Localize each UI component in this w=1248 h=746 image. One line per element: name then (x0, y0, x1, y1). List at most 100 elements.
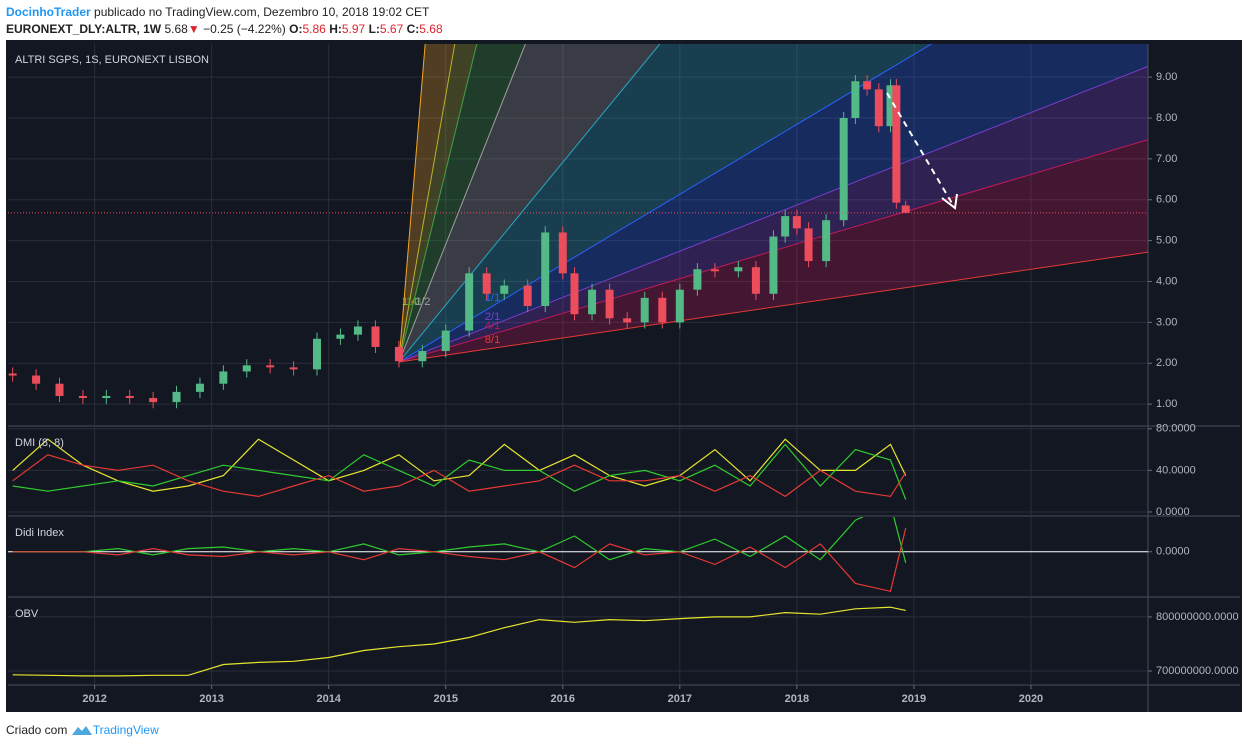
candle-body (371, 326, 380, 347)
candle-body (658, 297, 667, 323)
fan-label: 1/2 (415, 296, 430, 308)
y-tick-label: 1.00 (1156, 398, 1177, 410)
y-tick-label: 700000000.0000 (1156, 665, 1239, 677)
fan-line (398, 251, 1148, 363)
series-line (12, 454, 907, 498)
footer-text: Criado com (6, 723, 68, 737)
y-tick-label: 9.00 (1156, 71, 1177, 83)
candle-body (242, 365, 251, 372)
l-value: 5.67 (379, 22, 404, 36)
candle-body (640, 297, 649, 323)
projection-head (941, 193, 958, 210)
candle-body (675, 289, 684, 323)
fan-line (398, 44, 661, 363)
candle-body (886, 85, 895, 127)
y-tick-label: 5.00 (1156, 235, 1177, 247)
x-tick-label: 2014 (316, 693, 341, 705)
candle-body (32, 375, 41, 384)
symbol-line: EURONEXT_DLY:ALTR, 1W 5.68▼ −0.25 (−4.22… (6, 22, 443, 36)
candle-body (102, 395, 111, 399)
candle-body (482, 273, 491, 294)
fan-line (398, 44, 526, 363)
candle-body (892, 85, 901, 203)
footer: Criado com TradingView (6, 722, 159, 737)
candle-body (781, 216, 790, 237)
candle-body (804, 228, 813, 262)
series-line (12, 517, 907, 563)
grid (94, 517, 1032, 596)
y-tick-label: 0.0000 (1156, 506, 1190, 518)
candle-body (78, 395, 87, 399)
candle-body (8, 373, 17, 376)
fan-label: 1/1 (485, 292, 500, 304)
author[interactable]: DocinhoTrader (6, 5, 91, 19)
symbol: EURONEXT_DLY:ALTR, 1W (6, 22, 162, 36)
published: publicado no TradingView.com, Dezembro 1… (90, 5, 430, 19)
candle-body (769, 236, 778, 294)
candle-body (523, 285, 532, 307)
candle-body (558, 232, 567, 274)
x-tick-label: 2020 (1019, 693, 1043, 705)
publish-line: DocinhoTrader publicado no TradingView.c… (6, 5, 429, 19)
y-tick-label: 0.0000 (1156, 546, 1190, 558)
footer-brand[interactable]: TradingView (92, 723, 159, 737)
plot (12, 438, 907, 500)
series-line (12, 527, 907, 593)
y-tick-label: 80.0000 (1156, 423, 1196, 435)
x-tick-label: 2017 (668, 693, 692, 705)
x-tick-label: 2013 (199, 693, 223, 705)
pane-title: ALTRI SGPS, 1S, EURONEXT LISBON (15, 54, 209, 66)
series-line (12, 443, 907, 500)
x-tick-label: 2018 (785, 693, 809, 705)
candle-body (465, 273, 474, 331)
plot: 1/41/31/2 1/12/14/18/1 (8, 44, 1148, 409)
candle-body (441, 330, 450, 352)
candle-body (195, 383, 204, 392)
plot (12, 606, 906, 677)
fan-line (398, 65, 1148, 363)
fan-label: 1/3 (406, 296, 421, 308)
y-tick-label: 6.00 (1156, 194, 1177, 206)
candle-body (588, 289, 597, 315)
series-line (12, 606, 906, 677)
candle-body (500, 285, 509, 294)
c-value: 5.68 (419, 22, 443, 36)
candle-body (394, 346, 403, 362)
l-label: L: (368, 22, 380, 36)
plot (8, 517, 1148, 593)
grid (8, 427, 1148, 515)
pane-title: OBV (15, 608, 39, 620)
candle-body (605, 289, 614, 319)
y-tick-label: 4.00 (1156, 275, 1177, 287)
c-label: C: (406, 22, 420, 36)
candle-body (822, 220, 831, 262)
y-tick-label: 3.00 (1156, 316, 1177, 328)
pane-title: Didi Index (15, 527, 64, 539)
change-arrow: ▼ (187, 22, 200, 36)
projection-arrow (886, 92, 958, 210)
grid (8, 598, 1148, 684)
candle-body (541, 232, 550, 307)
candle-body (792, 216, 801, 229)
candle-body (693, 269, 702, 290)
y-tick-label: 40.0000 (1156, 464, 1196, 476)
candle-body (623, 318, 632, 323)
fan-label: 2/1 (485, 311, 500, 323)
x-tick-label: 2012 (82, 693, 106, 705)
candle-body (710, 269, 719, 272)
y-tick-label: 7.00 (1156, 153, 1177, 165)
y-tick-label: 8.00 (1156, 112, 1177, 124)
fan-zone (398, 44, 1148, 363)
candle-body (289, 367, 298, 370)
candle-body (570, 273, 579, 315)
candle-body (55, 383, 64, 396)
o-value: 5.86 (302, 22, 326, 36)
logo (71, 726, 92, 735)
candle-body (336, 334, 345, 339)
candle-body (874, 89, 883, 127)
candle-body (839, 117, 848, 221)
x-tick-label: 2015 (433, 693, 457, 705)
last-price: 5.68 (164, 22, 188, 36)
series-line (12, 438, 907, 492)
